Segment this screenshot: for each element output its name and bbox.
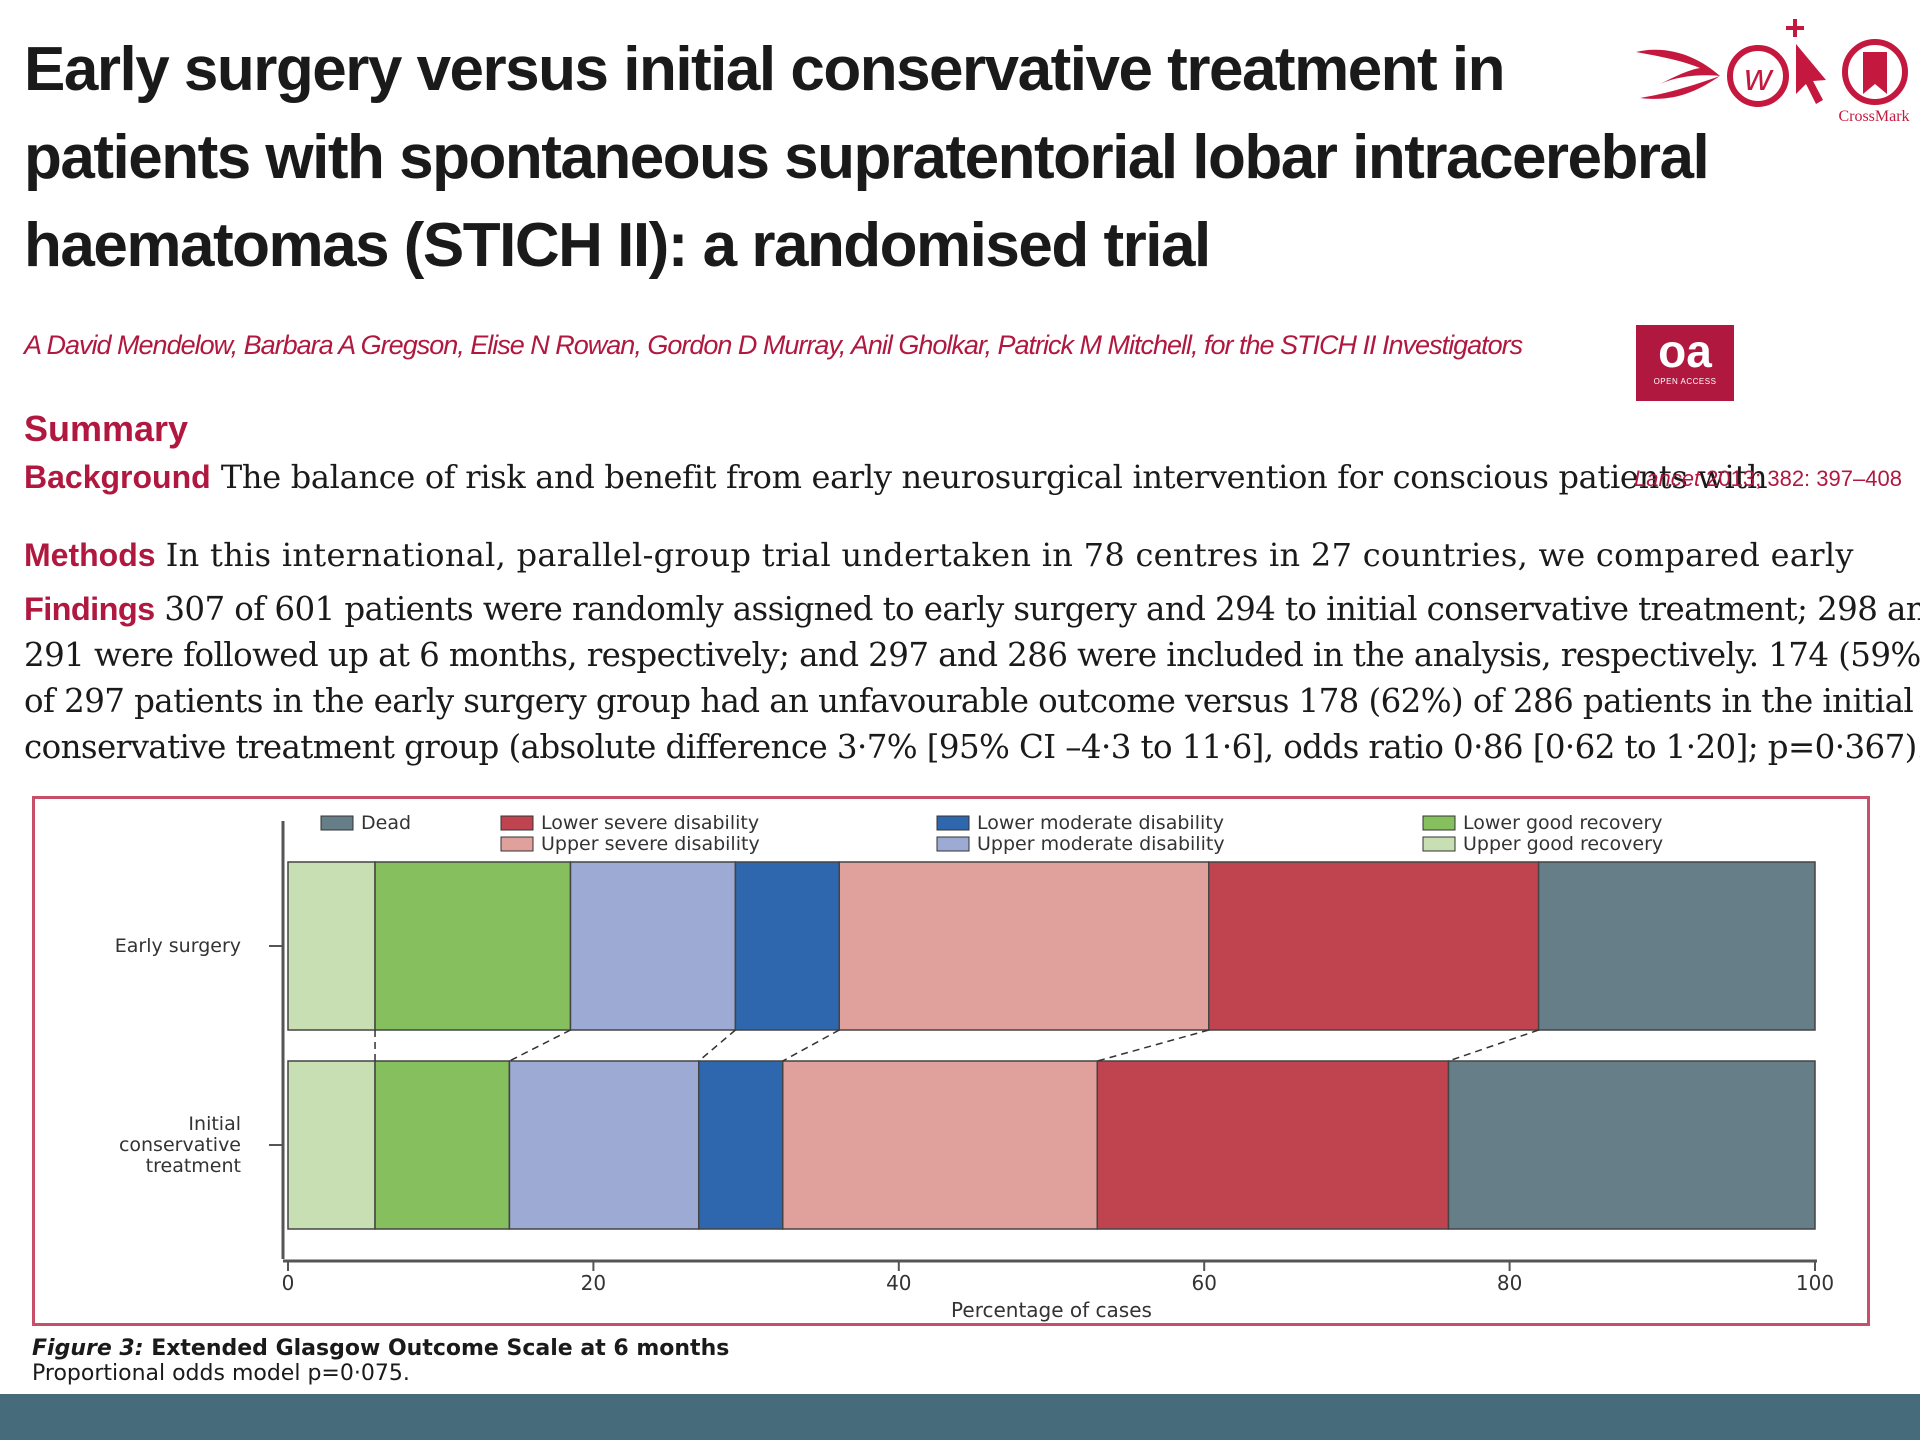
oa-badge-text: oa [1658, 325, 1712, 377]
legend-label: Upper moderate disability [977, 833, 1225, 855]
legend-swatch [320, 815, 354, 831]
findings-line: conservative treatment group (absolute d… [24, 728, 1920, 766]
x-tick-label: 0 [282, 1271, 295, 1295]
x-tick-label: 80 [1497, 1271, 1522, 1295]
legend-label: Lower severe disability [541, 812, 759, 834]
legend-label: Dead [361, 812, 411, 834]
bar-segment [1537, 861, 1816, 1031]
bar-segment [1208, 861, 1540, 1031]
legend-label: Upper severe disability [541, 833, 760, 855]
legend-swatch [936, 836, 970, 852]
crossmark-label: CrossMark [1838, 108, 1909, 125]
legend-label: Lower good recovery [1463, 812, 1663, 834]
figure-caption: Figure 3: Extended Glasgow Outcome Scale… [32, 1336, 729, 1386]
bar-segment [838, 861, 1210, 1031]
bar-segment [508, 1060, 700, 1230]
x-axis-label: Percentage of cases [951, 1298, 1152, 1322]
background-text: The balance of risk and benefit from ear… [220, 458, 1768, 496]
findings-label: Findings [24, 591, 155, 627]
connector-line [1097, 1029, 1209, 1062]
findings-line: 291 were followed up at 6 months, respec… [24, 636, 1920, 674]
w-circle-icon: w [1727, 45, 1789, 107]
bar-segment [287, 1060, 376, 1230]
citation-details: 2013; 382: 397–408 [1706, 466, 1902, 491]
author-list: A David Mendelow, Barbara A Gregson, Eli… [24, 330, 1523, 360]
bar-segment [781, 1060, 1099, 1230]
findings-text: 307 of 601 patients were randomly assign… [164, 590, 1920, 628]
connector-line [782, 1029, 840, 1062]
x-tick-label: 20 [581, 1271, 606, 1295]
article-title: Early surgery versus initial conservativ… [24, 26, 1710, 290]
bar-segment [1096, 1060, 1450, 1230]
category-label: treatment [146, 1155, 241, 1177]
bar-segment [287, 861, 376, 1031]
bar-segment [374, 1060, 511, 1230]
legend-swatch [936, 815, 970, 831]
background-label: Background [24, 459, 211, 495]
legend-swatch [1422, 836, 1456, 852]
bar-segment [374, 861, 572, 1031]
findings-paragraph: Findings 307 of 601 patients were random… [24, 586, 1920, 770]
category-label: Early surgery [115, 935, 241, 957]
connector-line [509, 1029, 571, 1062]
methods-label: Methods [24, 537, 156, 573]
swallow-icon [1636, 49, 1720, 99]
crossmark-icon: CrossMark [1838, 39, 1910, 125]
citation: Lancet 2013; 382: 397–408 [1634, 466, 1902, 492]
legend-swatch [1422, 815, 1456, 831]
category-label: conservative [119, 1134, 241, 1156]
caption-label: Figure 3: [32, 1336, 144, 1361]
title-line: patients with spontaneous supratentorial… [24, 123, 1710, 192]
connector-line [698, 1029, 736, 1062]
caption-note: Proportional odds model p=0·075. [32, 1361, 410, 1386]
legend-label: Lower moderate disability [977, 812, 1224, 834]
caption-title: Extended Glasgow Outcome Scale at 6 mont… [151, 1336, 730, 1361]
cursor-plus-icon [1786, 19, 1826, 104]
bar-segment [569, 861, 737, 1031]
summary-heading: Summary [24, 408, 189, 449]
title-line: haematomas (STICH II): a randomised tria… [24, 211, 1211, 280]
category-label: Initial [188, 1113, 241, 1135]
x-tick-label: 60 [1191, 1271, 1216, 1295]
bar-segment [698, 1060, 784, 1230]
title-line: Early surgery versus initial conservativ… [24, 35, 1506, 104]
legend-swatch [500, 836, 534, 852]
footer-bar [0, 1394, 1920, 1440]
findings-line: of 297 patients in the early surgery gro… [24, 682, 1914, 720]
x-tick-label: 100 [1796, 1271, 1834, 1295]
bar-segment [1447, 1060, 1816, 1230]
legend-swatch [500, 815, 534, 831]
connector-line [1448, 1029, 1539, 1062]
open-access-badge: oa OPEN ACCESS [1636, 325, 1734, 401]
oa-badge-subtext: OPEN ACCESS [1653, 377, 1717, 386]
svg-text:w: w [1744, 57, 1774, 99]
background-paragraph: Background The balance of risk and benef… [24, 458, 1768, 496]
outcome-chart: Dead Lower severe disability Lower moderat… [115, 812, 1834, 1322]
methods-text: In this international, parallel-group tr… [165, 536, 1854, 574]
findings-line: Findings 307 of 601 patients were random… [24, 586, 1920, 632]
legend-label: Upper good recovery [1463, 833, 1663, 855]
figure-box: Dead Lower severe disability Lower moderat… [32, 796, 1870, 1326]
bar-segment [734, 861, 840, 1031]
methods-paragraph: Methods In this international, parallel-… [24, 536, 1854, 574]
citation-journal: Lancet [1634, 466, 1701, 491]
publisher-logos: w CrossMark [1636, 19, 1910, 125]
x-tick-label: 40 [886, 1271, 911, 1295]
